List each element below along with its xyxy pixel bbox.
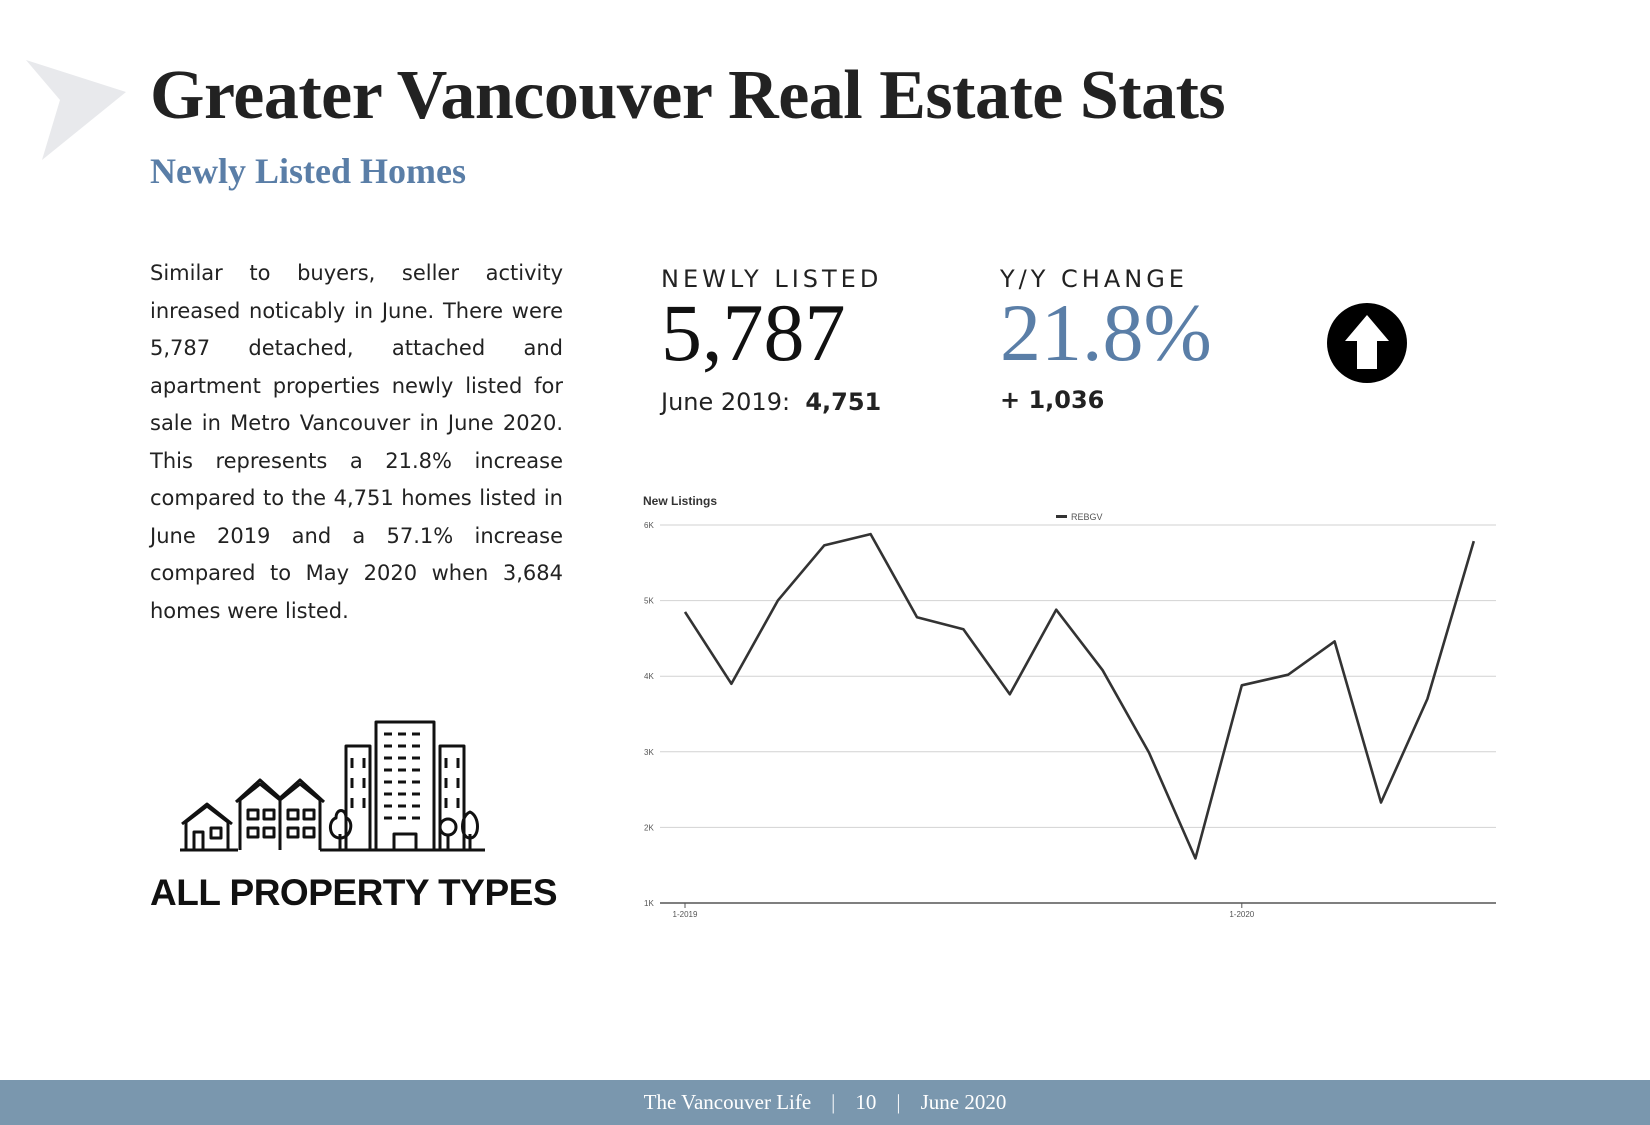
prior-year-value: 4,751	[805, 388, 882, 416]
y-tick-label: 2K	[644, 823, 654, 832]
y-tick-label: 6K	[644, 521, 654, 530]
newly-listed-value: 5,787	[661, 287, 846, 378]
yy-change-delta: + 1,036	[1000, 386, 1105, 414]
page-subtitle: Newly Listed Homes	[150, 151, 466, 191]
x-tick-label: 1-2020	[1229, 910, 1254, 919]
chart-legend: REBGV	[1056, 512, 1103, 522]
footer-separator: |	[831, 1090, 836, 1114]
legend-label: REBGV	[1071, 512, 1103, 522]
footer-separator: |	[896, 1090, 901, 1114]
footer-date: June 2020	[920, 1090, 1007, 1114]
x-tick-label: 1-2019	[673, 910, 698, 919]
y-tick-label: 3K	[644, 748, 654, 757]
newly-listed-label: NEWLY LISTED	[661, 265, 883, 293]
footer-page-number: 10	[855, 1090, 877, 1114]
yy-change-value: 21.8%	[1000, 287, 1212, 378]
footer-publication: The Vancouver Life	[643, 1090, 812, 1114]
chart-title: New Listings	[643, 494, 717, 508]
body-paragraph: Similar to buyers, seller activity inrea…	[150, 261, 563, 623]
prior-year-label: June 2019:	[661, 388, 791, 416]
series-line-rebgv	[683, 532, 1476, 860]
y-tick-label: 5K	[644, 597, 654, 606]
y-axis: 1K 2K 3K 4K 5K 6K	[644, 521, 654, 908]
prior-year-line: June 2019: 4,751	[661, 388, 881, 416]
buildings-icon	[180, 720, 485, 852]
y-tick-label: 4K	[644, 672, 654, 681]
x-axis: 1-2019 1-2020	[673, 903, 1255, 919]
page-title: Greater Vancouver Real Estate Stats	[150, 57, 1226, 134]
chart-grid	[660, 524, 1496, 904]
arrow-logo-icon	[26, 60, 126, 160]
page-footer: The Vancouver Life | 10 | June 2020	[0, 1080, 1650, 1125]
yy-change-label: Y/Y CHANGE	[1000, 265, 1188, 293]
arrow-up-circle-icon	[1327, 303, 1407, 383]
property-types-label: ALL PROPERTY TYPES	[150, 872, 558, 913]
y-tick-label: 1K	[644, 899, 654, 908]
